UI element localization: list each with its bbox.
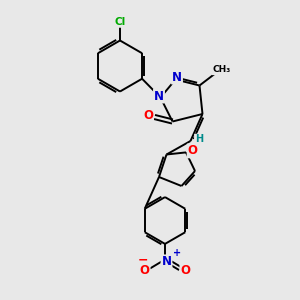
Text: O: O: [143, 109, 153, 122]
Text: +: +: [173, 248, 181, 259]
Text: N: N: [172, 70, 182, 84]
Text: O: O: [180, 263, 190, 277]
Text: −: −: [137, 254, 148, 267]
Text: O: O: [188, 144, 198, 158]
Text: H: H: [195, 134, 203, 145]
Text: N: N: [161, 255, 172, 268]
Text: O: O: [140, 263, 150, 277]
Text: N: N: [154, 89, 164, 103]
Text: Cl: Cl: [114, 17, 126, 27]
Text: CH₃: CH₃: [212, 65, 230, 74]
